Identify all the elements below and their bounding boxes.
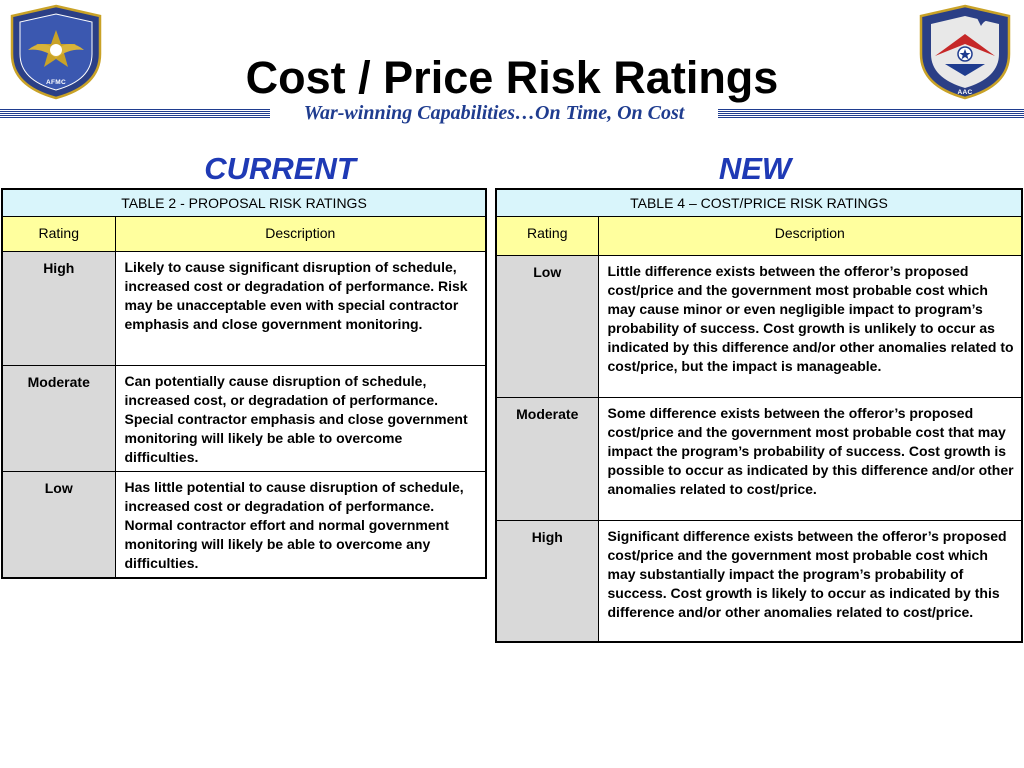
column-header-description: Description [597,216,1023,256]
table-row: High Likely to cause significant disrupt… [1,251,487,366]
current-heading: CURRENT [204,151,356,186]
column-header-description: Description [114,216,487,252]
air-armament-center-seal-icon: AAC [919,4,1011,100]
new-risk-table: TABLE 4 – COST/PRICE RISK RATINGS Rating… [495,188,1023,643]
description-cell: Little difference exists between the off… [597,255,1023,398]
header-rule-right [718,109,1024,118]
rating-cell: Low [1,471,116,579]
description-cell: Likely to cause significant disruption o… [114,251,487,366]
table-row: High Significant difference exists betwe… [495,520,1023,642]
description-cell: Some difference exists between the offer… [597,397,1023,521]
table-row: Low Has little potential to cause disrup… [1,471,487,579]
svg-text:AFMC: AFMC [46,79,66,86]
description-cell: Has little potential to cause disruption… [114,471,487,579]
tagline: War-winning Capabilities…On Time, On Cos… [303,102,685,124]
table-row: Moderate Some difference exists between … [495,397,1023,521]
column-header-rating: Rating [495,216,599,256]
description-cell: Can potentially cause disruption of sche… [114,365,487,472]
current-risk-table: TABLE 2 - PROPOSAL RISK RATINGS Rating D… [1,188,487,579]
table-caption: TABLE 2 - PROPOSAL RISK RATINGS [1,188,487,217]
air-force-materiel-command-seal-icon: AFMC [10,4,102,100]
rating-cell: Low [495,255,599,398]
table-caption: TABLE 4 – COST/PRICE RISK RATINGS [495,188,1023,217]
table-row: Moderate Can potentially cause disruptio… [1,365,487,472]
rating-cell: Moderate [495,397,599,521]
new-heading: NEW [718,151,792,186]
column-header-rating: Rating [1,216,116,252]
page-title: Cost / Price Risk Ratings [245,52,779,103]
table-row: Low Little difference exists between the… [495,255,1023,398]
rating-cell: High [1,251,116,366]
rating-cell: High [495,520,599,642]
svg-text:AAC: AAC [958,89,973,96]
rating-cell: Moderate [1,365,116,472]
description-cell: Significant difference exists between th… [597,520,1023,642]
header-rule-left [0,109,270,118]
